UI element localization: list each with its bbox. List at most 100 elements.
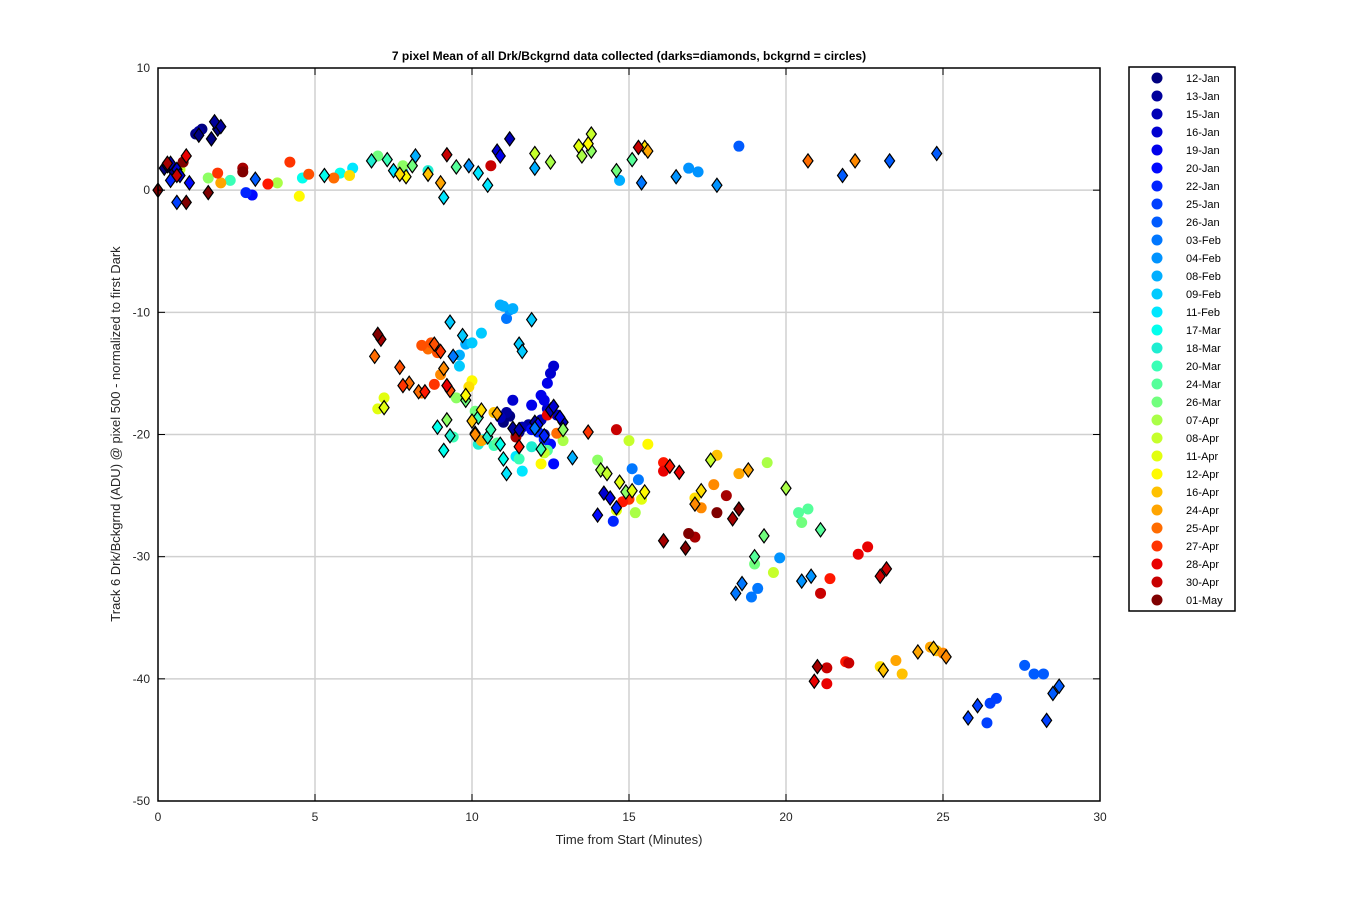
dark-point xyxy=(441,377,453,394)
legend-label: 15-Jan xyxy=(1186,109,1220,121)
legend-label: 08-Feb xyxy=(1186,271,1221,283)
dark-point xyxy=(538,427,550,444)
dark-point xyxy=(183,174,196,191)
dark-point xyxy=(434,174,447,191)
x-tick-label: 25 xyxy=(936,810,950,824)
legend-marker xyxy=(1151,504,1163,516)
background-point xyxy=(202,172,214,184)
dark-point xyxy=(180,147,192,164)
dark-point xyxy=(802,152,814,169)
axis-ticks: 0 5 10 15 20 25 30 10 0 -10 -20 -30 -40 -50 xyxy=(133,61,1107,824)
legend-marker xyxy=(1151,72,1163,84)
background-point xyxy=(450,392,462,404)
dark-point xyxy=(525,311,538,328)
background-point xyxy=(767,567,779,579)
background-point xyxy=(526,441,538,453)
legend-label: 01-May xyxy=(1186,595,1223,607)
background-point xyxy=(212,167,224,179)
dark-point xyxy=(202,184,214,201)
background-point xyxy=(485,160,497,172)
background-point xyxy=(821,678,833,690)
legend-marker xyxy=(1151,414,1163,426)
background-point xyxy=(466,337,478,349)
background-point xyxy=(626,463,638,475)
legend-label: 30-Apr xyxy=(1186,577,1219,589)
dark-point xyxy=(613,474,626,491)
dark-point xyxy=(428,336,441,353)
dark-point xyxy=(962,709,974,726)
dark-point xyxy=(447,348,459,365)
legend-marker xyxy=(1151,144,1163,156)
y-tick-label: -20 xyxy=(133,428,151,442)
dark-point xyxy=(758,527,770,544)
dark-point xyxy=(927,640,940,657)
legend-label: 27-Apr xyxy=(1186,541,1219,553)
dark-point xyxy=(503,130,516,147)
dark-point xyxy=(638,483,651,500)
legend-marker xyxy=(1151,270,1163,282)
dark-point xyxy=(582,424,594,441)
dark-point xyxy=(249,171,262,188)
dark-point xyxy=(632,139,645,156)
dark-point xyxy=(516,343,528,360)
background-point xyxy=(629,507,641,519)
legend-label: 16-Jan xyxy=(1186,127,1220,139)
legend-label: 25-Jan xyxy=(1186,199,1220,211)
dark-point xyxy=(591,507,604,524)
dark-point xyxy=(1053,678,1065,695)
legend-marker xyxy=(1151,540,1163,552)
background-point xyxy=(752,582,764,594)
dark-point xyxy=(494,147,506,164)
background-point xyxy=(557,435,569,447)
background-point xyxy=(720,490,732,502)
legend-marker xyxy=(1151,342,1163,354)
dark-point xyxy=(547,398,560,415)
dark-point xyxy=(780,480,792,497)
dark-point xyxy=(940,648,952,665)
background-point xyxy=(428,378,440,390)
x-tick-label: 30 xyxy=(1093,810,1107,824)
background-point xyxy=(862,541,874,553)
background-point xyxy=(378,392,390,404)
dark-point xyxy=(485,421,497,438)
dark-point xyxy=(679,540,692,557)
dark-point xyxy=(494,436,506,453)
dark-point xyxy=(736,575,748,592)
dark-point xyxy=(444,314,456,331)
background-point xyxy=(1019,659,1031,671)
background-point xyxy=(475,327,487,339)
dark-point xyxy=(795,573,808,590)
dark-point xyxy=(642,143,654,160)
background-point xyxy=(516,465,528,477)
dark-point xyxy=(601,465,613,482)
dark-point xyxy=(626,151,638,168)
background-point xyxy=(607,515,619,527)
background-point xyxy=(745,591,757,603)
dark-point xyxy=(535,441,547,458)
dark-point xyxy=(318,167,331,184)
dark-point xyxy=(849,152,861,169)
dark-point xyxy=(463,157,475,174)
x-tick-label: 0 xyxy=(155,810,162,824)
legend-marker xyxy=(1151,108,1163,120)
background-point xyxy=(507,303,519,315)
dark-point xyxy=(930,145,943,162)
background-point xyxy=(642,438,654,450)
background-point xyxy=(303,168,315,180)
background-point xyxy=(284,156,296,168)
legend-marker xyxy=(1151,90,1163,102)
y-tick-label: -30 xyxy=(133,550,151,564)
dark-point xyxy=(459,387,472,404)
dark-point xyxy=(1040,712,1053,729)
dark-point xyxy=(441,411,453,428)
dark-point xyxy=(394,359,406,376)
x-axis-label: Time from Start (Minutes) xyxy=(556,832,703,847)
legend-marker xyxy=(1151,558,1163,570)
dark-point xyxy=(808,673,820,690)
dark-point xyxy=(805,568,817,585)
dark-point xyxy=(378,399,390,416)
background-point xyxy=(708,479,720,491)
legend-marker xyxy=(1151,486,1163,498)
dark-point xyxy=(883,152,896,169)
legend-marker xyxy=(1151,594,1163,606)
